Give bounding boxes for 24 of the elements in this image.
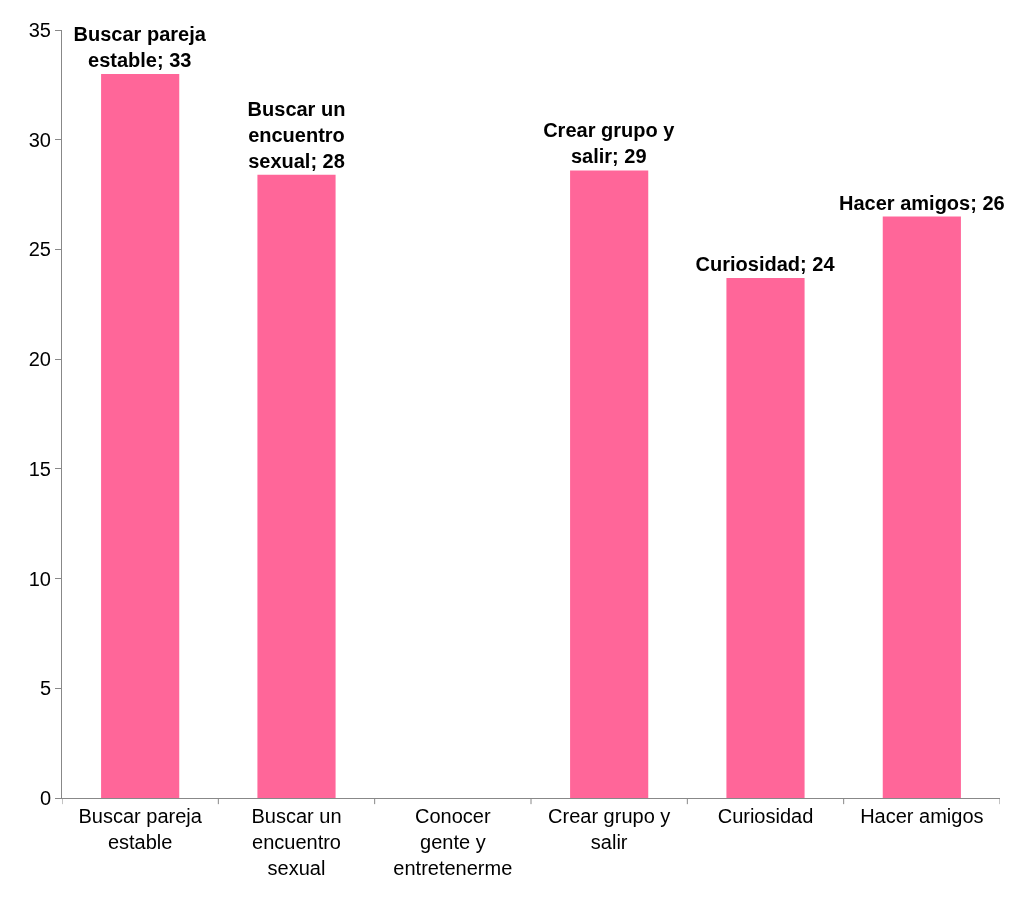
bar	[726, 277, 805, 798]
x-tick-label: Conocer gente y entretenerme	[393, 805, 513, 879]
x-tick-label: Buscar un encuentro sexual	[251, 805, 342, 879]
data-label: Curiosidad; 24	[695, 252, 836, 275]
bar	[882, 216, 961, 798]
y-tick-label: 0	[39, 787, 51, 809]
y-tick-label: 20	[28, 348, 51, 371]
y-tick-label: 15	[28, 457, 51, 480]
data-label: Crear grupo y salir; 29	[543, 119, 676, 168]
y-tick-label: 25	[28, 238, 51, 261]
data-label: Buscar un encuentro sexual; 28	[247, 97, 346, 172]
y-tick-label: 35	[28, 19, 51, 41]
x-tick-label: Crear grupo y salir	[548, 805, 671, 853]
bar	[570, 170, 649, 798]
bar	[101, 73, 180, 798]
x-tick-label: Curiosidad	[717, 805, 814, 827]
bar	[257, 174, 336, 798]
y-tick-label: 30	[28, 128, 51, 151]
x-tick-label: Buscar pareja estable	[78, 805, 203, 853]
data-label: Buscar pareja estable; 33	[73, 22, 207, 71]
data-label: Hacer amigos; 26	[839, 191, 1005, 214]
y-tick-label: 5	[39, 677, 51, 700]
x-tick-label: Hacer amigos	[860, 805, 984, 827]
y-tick-label: 10	[28, 567, 51, 590]
